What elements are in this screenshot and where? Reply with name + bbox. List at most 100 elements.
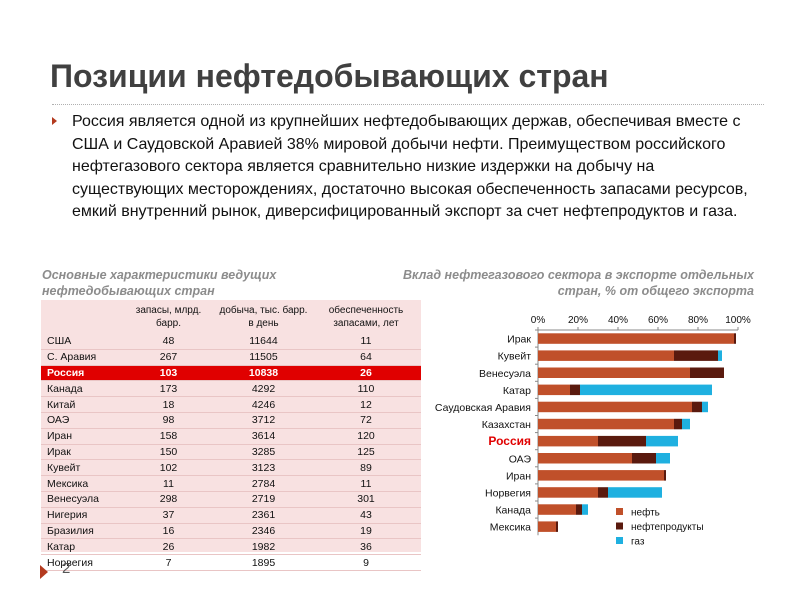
table-cell-value: 11505 — [216, 349, 311, 366]
table-row: ОАЭ 98 3712 72 — [41, 412, 421, 429]
table-cell-value: 36 — [311, 538, 421, 556]
table-row: Нигерия 37 2361 43 — [41, 507, 421, 524]
table-cell-value: 120 — [311, 428, 421, 445]
table-header-country — [41, 300, 121, 334]
oil-countries-table-panel: запасы, млрд. барр. добыча, тыс. барр. в … — [41, 300, 421, 571]
legend-swatch — [616, 508, 623, 515]
category-label: Катар — [503, 385, 531, 397]
table-cell-value: 267 — [121, 349, 216, 366]
table-cell-value: 37 — [121, 507, 216, 524]
x-tick-label: 60% — [648, 315, 668, 326]
table-cell-country: Канада — [41, 380, 121, 398]
bar-segment — [538, 401, 692, 413]
slide-title: Позиции нефтедобывающих стран — [50, 58, 609, 94]
table-cell-value: 301 — [311, 491, 421, 508]
table-cell-value: 98 — [121, 412, 216, 429]
table-cell-value: 3614 — [216, 428, 311, 445]
category-label: Саудовская Аравия — [435, 402, 531, 414]
bar-segment — [674, 350, 718, 361]
table-cell-country: Мексика — [41, 475, 121, 492]
bar-segment — [538, 504, 576, 515]
table-cell-country: Венесуэла — [41, 491, 121, 508]
bar-segment — [718, 350, 722, 361]
table-cell-value: 158 — [121, 428, 216, 445]
title-divider — [52, 104, 764, 105]
table-cell-value: 11 — [121, 475, 216, 492]
bar-segment — [538, 453, 632, 464]
bar-segment — [646, 435, 678, 447]
bar-segment — [682, 418, 690, 430]
table-row: Катар 26 1982 36 — [41, 538, 421, 556]
oil-countries-table: запасы, млрд. барр. добыча, тыс. барр. в … — [41, 300, 421, 571]
body-paragraph: Россия является одной из крупнейших нефт… — [72, 113, 748, 220]
category-label: Россия — [488, 434, 531, 448]
table-cell-value: 103 — [121, 365, 216, 382]
bar-segment — [608, 487, 662, 498]
chart-caption: Вклад нефтегазового сектора в экспорте о… — [402, 268, 754, 298]
table-cell-value: 18 — [121, 396, 216, 413]
table-row: США 48 11644 11 — [41, 334, 421, 350]
bar-segment — [538, 521, 556, 532]
table-cell-country: Норвегия — [41, 554, 121, 571]
bar-segment — [580, 384, 712, 396]
bar-segment — [556, 521, 558, 532]
table-cell-value: 173 — [121, 380, 216, 398]
table-cell-value: 3123 — [216, 459, 311, 477]
bar-segment — [538, 470, 664, 481]
slide-number-arrow-icon — [40, 565, 48, 579]
category-label: Мексика — [490, 522, 531, 534]
table-cell-value: 64 — [311, 349, 421, 366]
table-header-2: добыча, тыс. барр. в день — [219, 305, 308, 329]
table-cell-value: 4292 — [216, 380, 311, 398]
legend-swatch — [616, 537, 623, 544]
table-cell-country: Кувейт — [41, 459, 121, 477]
table-row: Кувейт 102 3123 89 — [41, 459, 421, 477]
table-row: Иран 158 3614 120 — [41, 428, 421, 445]
table-cell-value: 19 — [311, 523, 421, 540]
bar-segment — [702, 401, 708, 413]
legend-label: нефть — [631, 507, 660, 519]
table-row: Мексика 11 2784 11 — [41, 475, 421, 492]
table-cell-country: Иран — [41, 428, 121, 445]
bar-segment — [692, 401, 702, 413]
legend-label: газ — [631, 537, 645, 548]
bar-segment — [576, 504, 582, 515]
table-cell-country: США — [41, 334, 121, 350]
bar-segment — [734, 333, 736, 344]
table-row: Канада 173 4292 110 — [41, 380, 421, 398]
table-row: Китай 18 4246 12 — [41, 396, 421, 413]
bar-segment — [538, 350, 674, 361]
table-cell-value: 2784 — [216, 475, 311, 492]
table-cell-value: 11644 — [216, 334, 311, 350]
category-label: Казахстан — [482, 419, 531, 431]
table-row: Норвегия 7 1895 9 — [41, 554, 421, 571]
table-caption: Основные характеристики ведущих нефтедоб… — [42, 268, 277, 298]
table-cell-value: 9 — [311, 554, 421, 571]
table-row: Ирак 150 3285 125 — [41, 444, 421, 461]
bar-segment — [582, 504, 588, 515]
table-cell-value: 10838 — [216, 365, 311, 382]
bar-segment — [690, 367, 724, 378]
table-cell-value: 26 — [311, 365, 421, 382]
table-cell-country: Нигерия — [41, 507, 121, 524]
bar-segment — [674, 418, 682, 430]
bar-segment — [656, 453, 670, 464]
table-cell-value: 2346 — [216, 523, 311, 540]
table-cell-country: Китай — [41, 396, 121, 413]
x-tick-label: 80% — [688, 315, 708, 326]
table-header-3: обеспеченность запасами, лет — [328, 305, 404, 329]
bar-segment — [538, 367, 690, 378]
table-cell-country: Катар — [41, 538, 121, 556]
category-label: Норвегия — [485, 487, 531, 499]
table-cell-value: 72 — [311, 412, 421, 429]
table-cell-value: 12 — [311, 396, 421, 413]
x-tick-label: 20% — [568, 315, 588, 326]
table-cell-value: 89 — [311, 459, 421, 477]
table-cell-value: 150 — [121, 444, 216, 461]
x-tick-label: 40% — [608, 315, 628, 326]
table-cell-country: Ирак — [41, 444, 121, 461]
bar-segment — [664, 470, 666, 481]
table-cell-value: 1982 — [216, 538, 311, 556]
category-label: Кувейт — [498, 351, 532, 363]
legend-label: нефтепродукты — [631, 521, 704, 533]
